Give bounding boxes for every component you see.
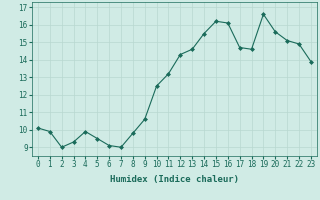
X-axis label: Humidex (Indice chaleur): Humidex (Indice chaleur): [110, 175, 239, 184]
